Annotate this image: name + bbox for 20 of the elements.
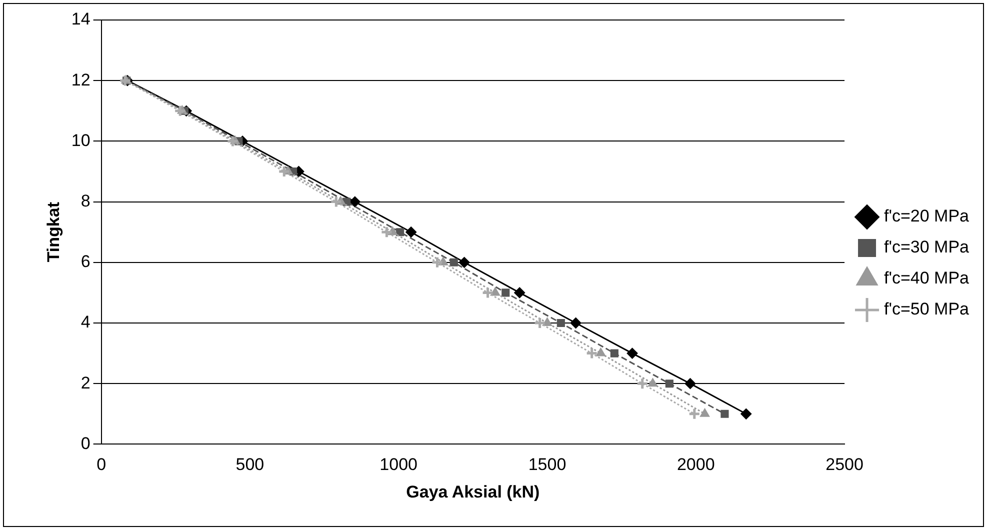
legend-label: f'c=50 MPa	[884, 300, 970, 319]
y-axis-title: Tingkat	[44, 202, 63, 262]
x-tick-label: 1000	[380, 455, 418, 474]
x-tick-label: 0	[96, 455, 106, 474]
x-axis-title: Gaya Aksial (kN)	[406, 482, 540, 502]
y-tick-label: 8	[80, 191, 90, 210]
x-tick-label: 1500	[528, 455, 566, 474]
y-tick-label: 14	[71, 10, 90, 29]
y-tick-label: 10	[71, 130, 90, 150]
legend-label: f'c=40 MPa	[884, 268, 970, 288]
y-tick-label: 4	[80, 312, 90, 332]
legend-label: f'c=20 MPa	[884, 206, 970, 226]
y-tick-label: 0	[80, 434, 90, 453]
x-tick-label: 2500	[826, 455, 864, 474]
legend-label: f'c=30 MPa	[884, 238, 970, 257]
x-tick-label: 2000	[676, 455, 715, 474]
x-tick-label: 500	[236, 455, 264, 474]
y-tick-label: 6	[80, 252, 90, 272]
y-tick-label: 2	[80, 373, 90, 392]
y-tick-label: 12	[71, 70, 90, 90]
